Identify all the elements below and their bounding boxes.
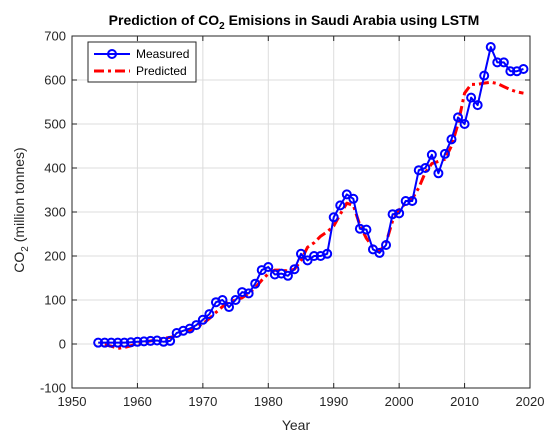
measured-point xyxy=(459,119,470,129)
title-subscript: 2 xyxy=(219,21,225,32)
measured-point xyxy=(99,337,110,348)
measured-point xyxy=(466,92,477,103)
y-tick-label: -100 xyxy=(40,381,66,396)
measured-point xyxy=(112,337,123,348)
legend-label-measured: Measured xyxy=(136,47,189,61)
y-tick-label: 300 xyxy=(44,205,66,220)
measured-point xyxy=(269,269,280,280)
measured-point xyxy=(237,287,248,298)
measured-point xyxy=(439,148,450,159)
x-axis-label: Year xyxy=(282,417,311,433)
measured-point xyxy=(296,248,306,259)
measured-point xyxy=(387,209,398,220)
measured-point xyxy=(498,57,509,68)
measured-point xyxy=(354,223,365,234)
measured-point xyxy=(322,248,333,259)
y-tick-label: 600 xyxy=(44,73,66,88)
measured-point xyxy=(361,224,372,235)
measured-point xyxy=(381,240,392,250)
measured-point xyxy=(433,168,444,179)
measured-point xyxy=(309,251,320,261)
series-measured xyxy=(93,42,529,348)
measured-point xyxy=(158,336,169,347)
legend: Measured Predicted xyxy=(87,41,197,83)
measured-point xyxy=(420,163,431,173)
series-layer xyxy=(93,42,529,350)
ylabel-prefix: CO xyxy=(11,252,27,273)
legend-box xyxy=(87,41,197,83)
measured-point xyxy=(479,70,490,81)
y-tick-label: 400 xyxy=(44,161,66,176)
measured-point xyxy=(282,270,293,281)
measured-point xyxy=(341,189,352,200)
chart-title: Prediction of CO2 Emisions in Saudi Arab… xyxy=(109,12,480,32)
axes-box xyxy=(71,35,531,389)
x-tick-label: 1980 xyxy=(254,394,283,409)
measured-point xyxy=(125,337,136,348)
title-prefix: Prediction of CO xyxy=(109,12,220,28)
measured-point xyxy=(472,100,483,111)
x-tick-label: 1990 xyxy=(319,394,348,409)
x-tick-label: 1960 xyxy=(123,394,152,409)
measured-point xyxy=(204,309,215,320)
measured-point xyxy=(348,193,359,204)
measured-point xyxy=(93,337,104,348)
y-tick-label: 200 xyxy=(44,249,66,264)
measured-point xyxy=(485,42,496,52)
measured-point xyxy=(230,295,241,305)
x-tick-label: 2010 xyxy=(450,394,479,409)
measured-point xyxy=(374,247,385,258)
measured-point xyxy=(243,288,254,299)
legend-label-predicted: Predicted xyxy=(136,64,187,78)
measured-point xyxy=(453,112,464,123)
measured-point xyxy=(191,320,202,331)
x-tick-label: 1950 xyxy=(58,394,87,409)
ylabel-subscript: 2 xyxy=(20,246,31,252)
measured-point xyxy=(394,208,405,219)
svg-text:Prediction of CO2 Emisions in: Prediction of CO2 Emisions in Saudi Arab… xyxy=(109,12,480,32)
measured-point xyxy=(426,149,437,160)
measured-point xyxy=(446,134,457,145)
measured-point xyxy=(407,196,418,206)
measured-point xyxy=(197,314,208,325)
legend-measured-marker xyxy=(107,49,117,59)
y-tick-label: 0 xyxy=(59,337,66,352)
y-tick-label: 100 xyxy=(44,293,66,308)
measured-point xyxy=(119,337,130,348)
measured-point xyxy=(263,262,274,272)
grid-lines xyxy=(72,36,530,388)
measured-point xyxy=(224,302,235,313)
measured-point xyxy=(152,335,163,346)
x-tick-label: 1970 xyxy=(188,394,217,409)
measured-point xyxy=(106,337,117,348)
measured-point xyxy=(217,295,228,305)
measured-point xyxy=(132,336,143,347)
ylabel-suffix: (million tonnes) xyxy=(11,147,27,246)
measured-point xyxy=(250,278,261,289)
y-axis-label: CO2 (million tonnes) xyxy=(11,147,31,272)
y-tick-label: 500 xyxy=(44,117,66,132)
y-tick-label: 700 xyxy=(44,29,66,44)
measured-point xyxy=(335,200,346,211)
x-tick-label: 2020 xyxy=(516,394,545,409)
measured-point xyxy=(138,336,149,347)
x-tick-label: 2000 xyxy=(385,394,414,409)
measured-point xyxy=(302,255,313,266)
measured-point xyxy=(289,264,300,275)
measured-point xyxy=(328,212,339,223)
measured-point xyxy=(518,64,529,74)
axes: 1950 1960 1970 1980 1990 2000 2010 2020 -100 0 100… xyxy=(40,29,544,410)
measured-point xyxy=(400,196,411,206)
measured-point xyxy=(145,335,156,346)
measured-point xyxy=(505,66,516,77)
measured-point xyxy=(492,57,503,68)
title-suffix: Emisions in Saudi Arabia using LSTM xyxy=(225,12,480,28)
measured-point xyxy=(165,335,176,346)
